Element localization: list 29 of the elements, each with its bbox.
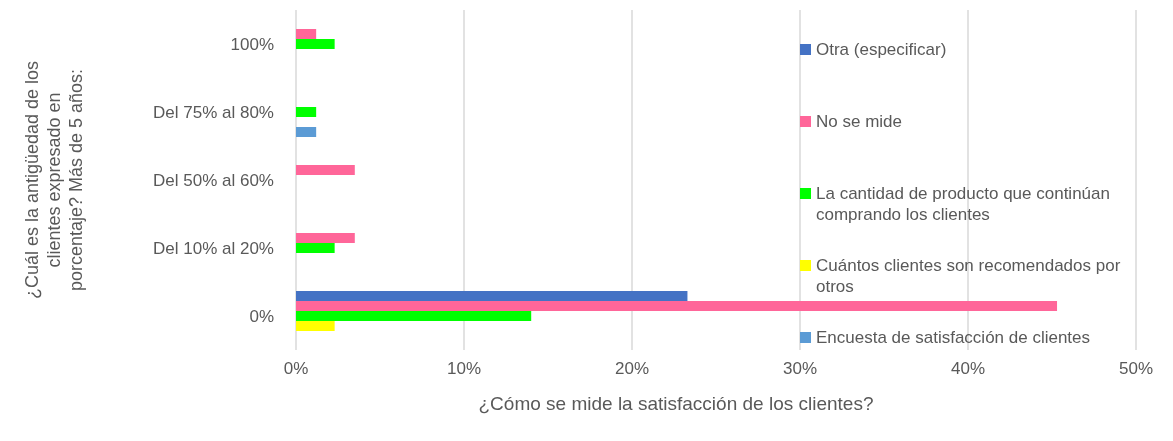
legend-label: Encuesta de satisfacción de clientes [816, 328, 1091, 347]
bar [296, 127, 317, 137]
legend-label: La cantidad de producto que continúan comprando los clientes [816, 184, 1110, 224]
legend-label: Otra (especificar) [816, 40, 947, 59]
x-tick-label: 20% [614, 359, 650, 378]
x-tick-label: 10% [446, 359, 482, 378]
y-tick-label: 100% [230, 35, 274, 54]
x-tick-label: 50% [1118, 359, 1154, 378]
bar [296, 107, 317, 117]
y-tick-label: Del 75% al 80% [153, 103, 274, 122]
bar [296, 321, 335, 331]
bar [296, 165, 355, 175]
y-axis-title: ¿Cuál es la antigüedad de los clientes expresado en porcentaje? Más de 5 años: [22, 60, 86, 300]
bar [296, 233, 355, 243]
x-axis-title: ¿Cómo se mide la satisfacción de los clientes? [478, 393, 874, 414]
legend-label: Cuántos clientes son recomendados por otros [816, 256, 1121, 296]
x-tick-label: 40% [950, 359, 986, 378]
y-tick-label: 0% [249, 307, 274, 326]
bar [296, 291, 688, 301]
bar [296, 311, 532, 321]
x-tick-label: 30% [782, 359, 818, 378]
y-tick-label: Del 10% al 20% [153, 239, 274, 258]
y-tick-label: Del 50% al 60% [153, 171, 274, 190]
bar [296, 301, 1058, 311]
bar [296, 39, 335, 49]
bar [296, 29, 317, 39]
legend-label: No se mide [816, 112, 902, 131]
x-tick-label: 0% [283, 359, 309, 378]
bar [296, 243, 335, 253]
